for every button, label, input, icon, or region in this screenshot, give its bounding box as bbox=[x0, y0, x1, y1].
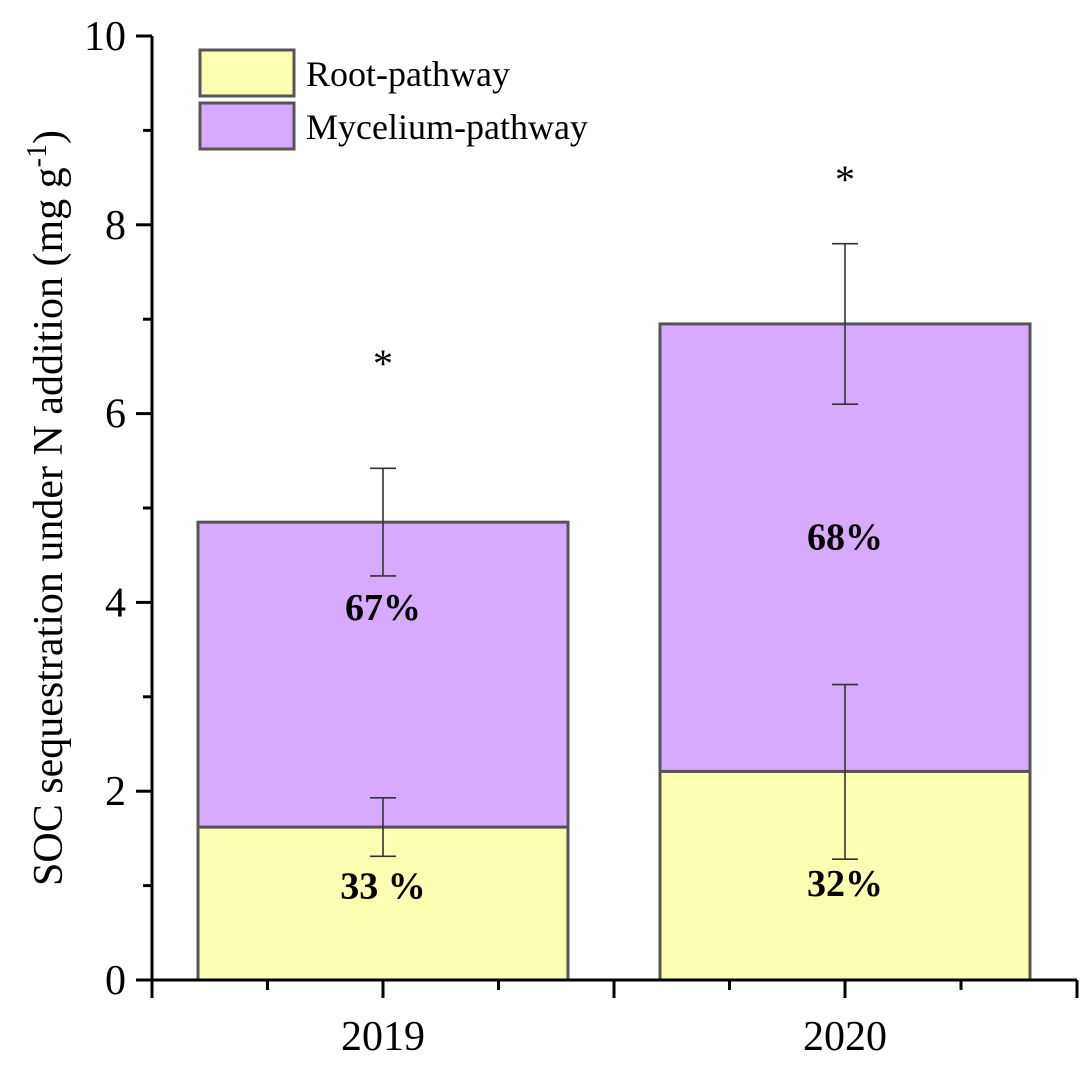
significance-mark-2019: * bbox=[373, 341, 393, 386]
y-tick-label: 6 bbox=[105, 392, 126, 438]
error-bars-layer bbox=[370, 242, 858, 860]
axes-layer: 0 2 4 6 8 10 2019 2020 bbox=[84, 14, 1079, 1060]
x-tick-label-2019: 2019 bbox=[341, 1014, 425, 1060]
percent-label-mycelium-pathway-2019: 67% bbox=[345, 587, 421, 629]
percent-label-root-pathway-2019: 33 % bbox=[340, 866, 426, 908]
legend-label-root-pathway: Root-pathway bbox=[306, 54, 510, 94]
error-bar-mycelium-pathway-2020 bbox=[832, 242, 858, 405]
y-tick-label: 2 bbox=[105, 769, 126, 815]
legend-swatch-root-pathway bbox=[198, 48, 296, 98]
percent-label-root-pathway-2020: 32% bbox=[807, 863, 883, 905]
error-bar-mycelium-pathway-2019 bbox=[370, 467, 396, 577]
y-tick-label: 8 bbox=[105, 203, 126, 249]
percent-label-mycelium-pathway-2020: 68% bbox=[807, 516, 883, 558]
y-tick-label: 0 bbox=[105, 958, 126, 1004]
error-bar-root-pathway-2020 bbox=[832, 683, 858, 860]
error-bar-root-pathway-2019 bbox=[370, 797, 396, 858]
y-tick-label: 10 bbox=[84, 14, 126, 60]
bars-layer bbox=[196, 322, 1032, 982]
legend-label-mycelium-pathway: Mycelium-pathway bbox=[306, 107, 588, 147]
legend-swatch-mycelium-pathway bbox=[198, 101, 296, 151]
x-tick-label-2020: 2020 bbox=[803, 1014, 887, 1060]
y-tick-label: 4 bbox=[105, 580, 126, 626]
legend: Root-pathway Mycelium-pathway bbox=[198, 48, 588, 151]
y-axis-title: SOC sequestration under N addition (mg g… bbox=[22, 130, 72, 886]
data-labels-layer: 33 % 32% 67% 68% * * bbox=[340, 157, 883, 908]
significance-mark-2020: * bbox=[835, 157, 855, 202]
